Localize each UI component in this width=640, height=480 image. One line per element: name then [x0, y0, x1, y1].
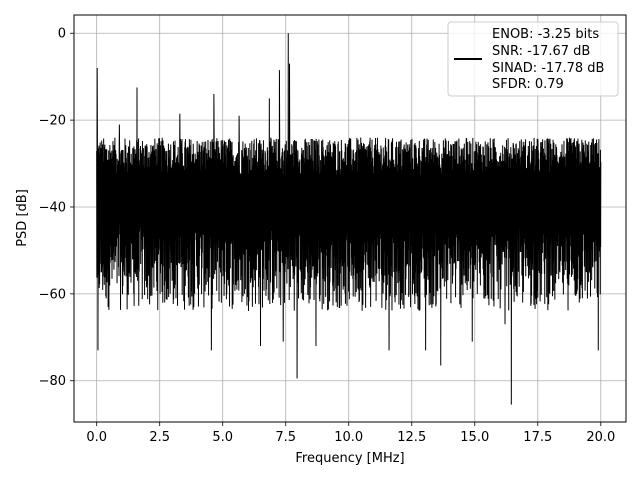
y-tick-label: −40: [39, 200, 66, 215]
legend-entry-snr: SNR: -17.67 dB: [492, 44, 590, 59]
x-tick-label: 5.0: [212, 430, 233, 445]
x-tick-label: 15.0: [460, 430, 489, 445]
legend-entry-sinad: SINAD: -17.78 dB: [492, 61, 604, 76]
y-tick-label: −20: [39, 114, 66, 129]
x-tick-label: 2.5: [149, 430, 170, 445]
x-tick-label: 20.0: [586, 430, 615, 445]
y-tick-label: −60: [39, 287, 66, 302]
x-axis-ticks: 0.0 2.5 5.0 7.5 10.0 12.5 15.0 17.5 20.0: [86, 422, 615, 445]
x-tick-label: 17.5: [523, 430, 552, 445]
x-tick-label: 0.0: [86, 430, 107, 445]
legend-box: [447, 21, 619, 97]
y-axis-ticks: 0 −20 −40 −60 −80: [39, 27, 74, 389]
legend-entry-sfdr: SFDR: 0.79: [492, 77, 564, 92]
y-tick-label: 0: [58, 27, 66, 42]
psd-line-group: [96, 33, 602, 405]
y-tick-label: −80: [39, 374, 66, 389]
x-tick-label: 7.5: [275, 430, 296, 445]
psd-series-line: [96, 33, 602, 405]
y-axis-label: PSD [dB]: [15, 189, 30, 247]
x-tick-label: 10.0: [334, 430, 363, 445]
axes-frame: [73, 14, 627, 423]
x-axis-label: Frequency [MHz]: [295, 451, 404, 466]
legend-entry-enob: ENOB: -3.25 bits: [492, 27, 599, 42]
legend: ENOB: -3.25 bits SNR: -17.67 dB SINAD: -…: [447, 21, 619, 97]
x-tick-label: 12.5: [397, 430, 426, 445]
